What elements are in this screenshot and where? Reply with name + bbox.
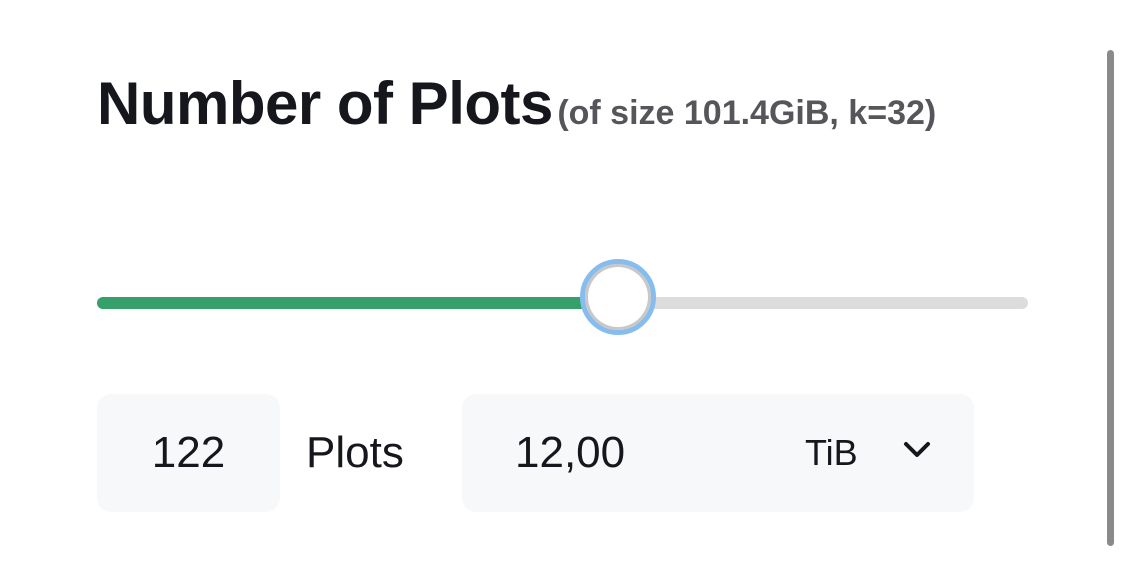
slider-fill [97,297,619,309]
plot-count-slider[interactable] [97,259,1028,335]
size-unit-select[interactable]: TiB [805,432,858,473]
page-title: Number of Plots [97,70,553,137]
scrollbar[interactable] [1107,50,1114,546]
chevron-down-icon[interactable] [902,440,932,460]
plot-size-input[interactable]: 12,00 TiB [462,394,974,512]
size-value: 12,00 [515,428,626,477]
plots-label: Plots [306,428,404,477]
slider-thumb[interactable] [580,259,657,335]
plot-size-subtitle: (of size 101.4GiB, k=32) [557,94,937,132]
section-heading: Number of Plots (of size 101.4GiB, k=32) [97,52,1027,172]
plot-count-input[interactable]: 122 [97,394,280,512]
plot-count-value: 122 [151,428,226,477]
